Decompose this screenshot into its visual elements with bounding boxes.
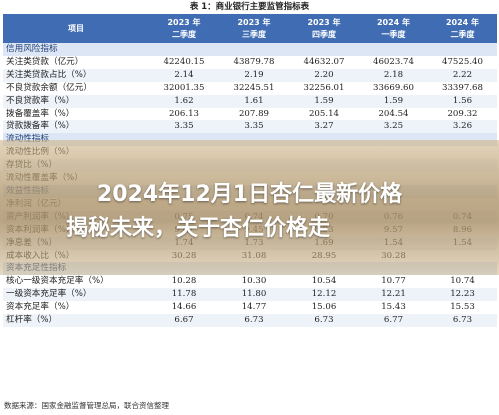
table-row: 贷款拨备率（%） 3.35 3.35 3.27 3.25 3.26 bbox=[3, 120, 497, 134]
data-source-note: 数据来源：国家金融监督管理总局，联合资信整理 bbox=[4, 401, 169, 410]
cell-value: 44632.07 bbox=[303, 56, 345, 67]
table-title: 表 1：商业银行主要监管指标表 bbox=[189, 2, 310, 12]
cell-value: 207.89 bbox=[238, 108, 270, 119]
column-header: 项目 bbox=[3, 14, 149, 43]
cell-value: 6.67 bbox=[149, 314, 219, 327]
cell-value: 43879.78 bbox=[233, 56, 275, 67]
cell-value: 1.61 bbox=[219, 94, 289, 108]
table-row: 核心一级资本充足率（%） 10.28 10.30 10.54 10.77 10.74 bbox=[3, 275, 497, 288]
cell-value: 11.80 bbox=[219, 288, 289, 302]
cell-value: 12.23 bbox=[428, 288, 497, 302]
table-row: 杠杆率（%） 6.67 6.73 6.73 6.77 6.73 bbox=[3, 314, 497, 327]
cell-value: 6.77 bbox=[359, 314, 428, 327]
table-row: 一级资本充足率（%） 11.78 11.80 12.12 12.21 12.23 bbox=[3, 288, 497, 302]
table-row: 不良贷款率（%） 1.62 1.61 1.59 1.59 1.56 bbox=[3, 94, 497, 108]
column-header: 2023 年 四季度 bbox=[289, 14, 359, 43]
row-label: 资本充足率（%） bbox=[6, 302, 75, 313]
cell-value: 3.25 bbox=[359, 120, 428, 134]
table-row: 关注类贷款（亿元） 42240.15 43879.78 44632.07 46023.7… bbox=[3, 56, 497, 69]
cell-value: 1.59 bbox=[289, 94, 359, 108]
cell-value: 14.77 bbox=[241, 302, 267, 313]
cell-value: 47525.40 bbox=[441, 56, 483, 67]
cell-value: 12.21 bbox=[359, 288, 428, 302]
cell-value: 6.73 bbox=[428, 314, 497, 327]
cell-value: 1.62 bbox=[149, 94, 219, 108]
cell-value: 10.74 bbox=[450, 276, 475, 287]
row-label: 不良贷款余额（亿元） bbox=[6, 82, 92, 93]
cell-value: 10.54 bbox=[311, 276, 337, 287]
cell-value: 206.13 bbox=[168, 108, 200, 119]
cell-value: 11.78 bbox=[149, 288, 219, 302]
cell-value: 10.30 bbox=[241, 276, 267, 287]
cell-value: 10.28 bbox=[171, 276, 197, 287]
row-label: 一级资本充足率（%） bbox=[3, 288, 149, 302]
table-row: 不良贷款余额（亿元） 32001.35 32245.51 32256.01 33669.… bbox=[3, 82, 497, 95]
headline-overlay bbox=[0, 140, 499, 275]
cell-value: 15.53 bbox=[450, 302, 475, 313]
cell-value: 2.19 bbox=[219, 68, 289, 82]
cell-value: 46023.74 bbox=[372, 56, 414, 67]
column-header: 2023 年 二季度 bbox=[149, 14, 219, 43]
cell-value: 3.35 bbox=[219, 120, 289, 134]
cell-value: 2.14 bbox=[149, 68, 219, 82]
section-row: 信用风险指标 bbox=[3, 43, 497, 56]
cell-value: 32245.51 bbox=[233, 82, 275, 93]
cell-value: 14.66 bbox=[171, 302, 197, 313]
cell-value: 204.54 bbox=[378, 108, 409, 119]
cell-value: 42240.15 bbox=[163, 56, 205, 67]
cell-value: 2.20 bbox=[289, 68, 359, 82]
cell-value: 33397.68 bbox=[441, 82, 483, 93]
cell-value: 209.32 bbox=[447, 108, 478, 119]
cell-value: 3.35 bbox=[149, 120, 219, 134]
cell-value: 3.26 bbox=[428, 120, 497, 134]
row-label: 不良贷款率（%） bbox=[3, 94, 149, 108]
headline-line-1: 2024年12月1日杏仁最新价格 bbox=[96, 182, 403, 207]
cell-value: 205.14 bbox=[308, 108, 340, 119]
row-label: 杠杆率（%） bbox=[3, 314, 149, 327]
cell-value: 6.73 bbox=[289, 314, 359, 327]
row-label: 关注类贷款占比（%） bbox=[3, 68, 149, 82]
cell-value: 32256.01 bbox=[303, 82, 345, 93]
cell-value: 15.06 bbox=[311, 302, 337, 313]
row-label: 贷款拨备率（%） bbox=[3, 120, 149, 134]
table-header-row: 项目 2023 年 二季度 2023 年 三季度 2023 年 四季度 2024… bbox=[3, 14, 497, 43]
cell-value: 1.56 bbox=[428, 94, 497, 108]
row-label: 核心一级资本充足率（%） bbox=[6, 276, 109, 287]
cell-value: 33669.60 bbox=[372, 82, 414, 93]
section-label: 信用风险指标 bbox=[3, 43, 497, 56]
cell-value: 3.27 bbox=[289, 120, 359, 134]
cell-value: 15.43 bbox=[381, 302, 406, 313]
row-label: 关注类贷款（亿元） bbox=[6, 56, 84, 67]
cell-value: 2.22 bbox=[428, 68, 497, 82]
cell-value: 32001.35 bbox=[163, 82, 205, 93]
cell-value: 6.73 bbox=[219, 314, 289, 327]
cell-value: 10.77 bbox=[381, 276, 406, 287]
table-row: 拨备覆盖率（%） 206.13 207.89 205.14 204.54 209.32 bbox=[3, 108, 497, 121]
column-header: 2023 年 三季度 bbox=[219, 14, 289, 43]
cell-value: 2.18 bbox=[359, 68, 428, 82]
column-header: 2024 年 一季度 bbox=[359, 14, 428, 43]
table-row: 资本充足率（%） 14.66 14.77 15.06 15.43 15.53 bbox=[3, 301, 497, 314]
row-label: 拨备覆盖率（%） bbox=[6, 108, 75, 119]
table-row: 关注类贷款占比（%） 2.14 2.19 2.20 2.18 2.22 bbox=[3, 68, 497, 82]
headline-line-2: 揭秘未来，关于杏仁价格走 bbox=[66, 216, 331, 241]
cell-value: 1.59 bbox=[359, 94, 428, 108]
cell-value: 12.12 bbox=[289, 288, 359, 302]
column-header: 2024 年 二季度 bbox=[428, 14, 497, 43]
